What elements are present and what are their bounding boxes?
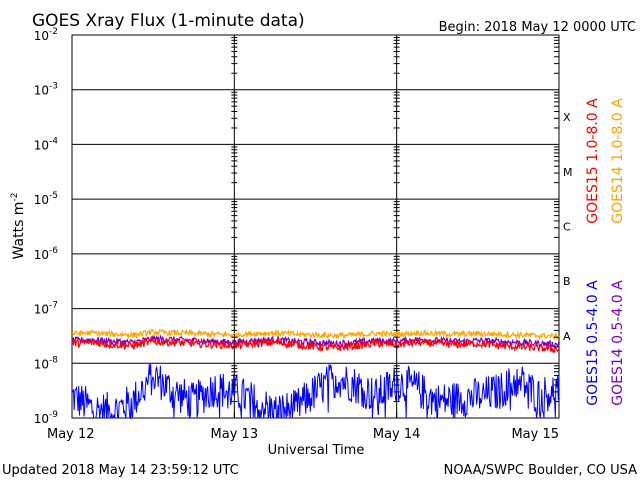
y-tick-exp: -4 <box>49 136 58 146</box>
legend-entry: GOES14 0.5-4.0 A <box>610 280 626 406</box>
y-tick-exp: -3 <box>49 82 58 92</box>
y-tick-base: 10 <box>34 29 49 43</box>
y-tick-label: 10-3 <box>34 82 58 98</box>
y-tick-base: 10 <box>34 357 49 371</box>
y-tick-label: 10-2 <box>34 27 58 43</box>
y-tick-exp: -7 <box>49 301 58 311</box>
grid-lines <box>72 35 559 418</box>
y-tick-label: 10-7 <box>34 301 58 317</box>
y-tick-base: 10 <box>34 84 49 98</box>
series-line <box>71 328 560 341</box>
series-line <box>71 337 560 354</box>
y-tick-label: 10-4 <box>34 136 59 152</box>
y-axis-ticks: 10-210-310-410-510-610-710-810-9 <box>34 27 59 426</box>
flare-class-label: C <box>563 221 571 234</box>
y-tick-exp: -2 <box>49 27 58 37</box>
chart-title: GOES Xray Flux (1-minute data) <box>32 11 305 31</box>
y-tick-exp: -5 <box>49 191 58 201</box>
series-line <box>71 363 560 420</box>
y-tick-label: 10-6 <box>34 246 59 262</box>
y-axis-label: Watts m-2 <box>10 193 27 260</box>
minor-ticks <box>231 37 559 403</box>
plot-area <box>71 34 560 420</box>
legend-entry: GOES15 1.0-8.0 A <box>585 98 601 224</box>
y-tick-label: 10-9 <box>34 410 59 426</box>
series-line <box>71 334 560 350</box>
y-tick-base: 10 <box>34 248 49 262</box>
flare-class-labels: X M C B A <box>563 111 573 343</box>
y-axis-label-exp: -2 <box>10 193 20 202</box>
flare-class-label: M <box>563 166 573 179</box>
y-tick-exp: -6 <box>49 246 58 256</box>
plot-frame <box>71 34 560 419</box>
legend-entry: GOES14 1.0-8.0 A <box>610 98 626 224</box>
credit-text: NOAA/SWPC Boulder, CO USA <box>444 463 637 478</box>
flare-class-label: X <box>563 111 571 124</box>
updated-text: Updated 2018 May 14 23:59:12 UTC <box>2 463 239 478</box>
y-tick-base: 10 <box>34 138 49 152</box>
y-tick-base: 10 <box>34 193 49 207</box>
y-tick-label: 10-5 <box>34 191 58 207</box>
flare-class-label: A <box>563 330 571 343</box>
legend-entry: GOES15 0.5-4.0 A <box>585 280 601 406</box>
flare-class-label: B <box>563 275 571 288</box>
x-tick-label: May 13 <box>211 427 259 442</box>
x-axis-ticks: May 12 May 13 May 14 May 15 <box>47 412 560 442</box>
y-tick-label: 10-8 <box>34 355 59 371</box>
x-axis-label: Universal Time <box>268 443 365 458</box>
y-axis-label-base: Watts m <box>11 202 27 260</box>
x-tick-label: May 14 <box>373 427 421 442</box>
x-tick-label: May 12 <box>47 427 95 442</box>
series-layer <box>71 328 560 420</box>
y-tick-exp: -8 <box>49 355 58 365</box>
begin-label: Begin: 2018 May 12 0000 UTC <box>439 20 636 35</box>
y-tick-base: 10 <box>34 303 49 317</box>
legend: GOES15 1.0-8.0 A GOES14 1.0-8.0 A GOES15 0… <box>585 98 626 406</box>
x-tick-label: May 15 <box>511 427 559 442</box>
y-tick-exp: -9 <box>49 410 58 420</box>
y-tick-base: 10 <box>34 412 49 426</box>
